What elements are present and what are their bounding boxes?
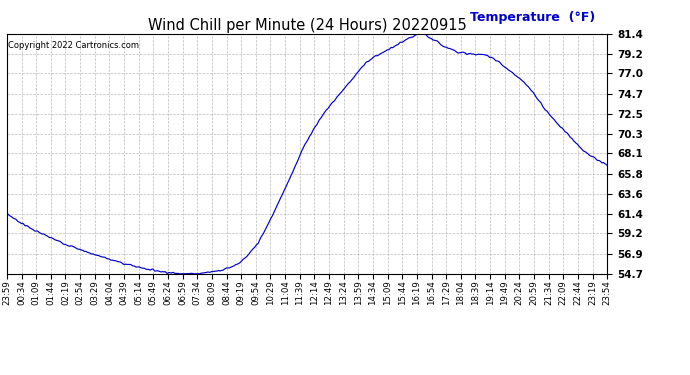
Text: Copyright 2022 Cartronics.com: Copyright 2022 Cartronics.com (8, 41, 139, 50)
Text: Temperature  (°F): Temperature (°F) (470, 11, 595, 24)
Title: Wind Chill per Minute (24 Hours) 20220915: Wind Chill per Minute (24 Hours) 2022091… (148, 18, 466, 33)
